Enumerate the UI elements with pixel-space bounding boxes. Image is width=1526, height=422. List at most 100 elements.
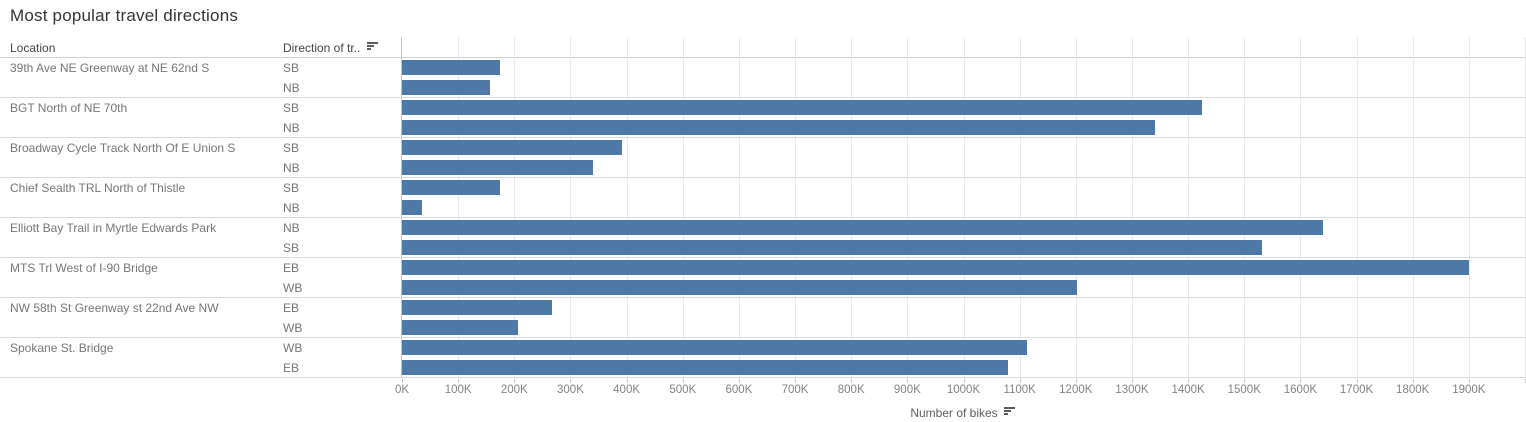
location-label[interactable]: Elliott Bay Trail in Myrtle Edwards Park	[10, 221, 217, 235]
location-group: MTS Trl West of I-90 Bridge EB WB	[0, 258, 401, 298]
bar-nb[interactable]	[402, 160, 594, 175]
column-header-direction-label: Direction of tr..	[283, 41, 361, 55]
bar-nb[interactable]	[402, 200, 422, 215]
x-axis-tick	[1188, 379, 1190, 383]
bar-eb[interactable]	[402, 300, 553, 315]
x-axis-tick-label: 700K	[781, 384, 809, 396]
direction-label[interactable]: SB	[283, 141, 300, 155]
header-divider	[0, 57, 1526, 58]
bar-eb[interactable]	[402, 360, 1008, 375]
location-label[interactable]: Spokane St. Bridge	[10, 341, 114, 355]
location-label[interactable]: Broadway Cycle Track North Of E Union S	[10, 141, 236, 155]
sort-descending-icon[interactable]	[1003, 407, 1017, 418]
direction-label[interactable]: WB	[283, 281, 303, 295]
location-group: Chief Sealth TRL North of Thistle SB NB	[0, 178, 401, 218]
direction-label[interactable]: NB	[283, 201, 300, 215]
gridline	[1412, 37, 1414, 378]
x-axis-tick-label: 1600K	[1283, 384, 1318, 396]
row-separator	[0, 137, 1526, 138]
row-separator	[0, 377, 1526, 378]
location-label[interactable]: Chief Sealth TRL North of Thistle	[10, 181, 186, 195]
direction-label[interactable]: EB	[283, 261, 300, 275]
x-axis-tick	[907, 379, 909, 383]
row-separator	[0, 337, 1526, 338]
direction-label[interactable]: NB	[283, 221, 300, 235]
gridline	[738, 37, 740, 378]
gridline	[1300, 37, 1302, 378]
direction-label[interactable]: SB	[283, 241, 300, 255]
direction-label[interactable]: NB	[283, 81, 300, 95]
row-header-table: 39th Ave NE Greenway at NE 62nd S SB NB BGT…	[0, 58, 401, 378]
location-label[interactable]: NW 58th St Greenway st 22nd Ave NW	[10, 301, 219, 315]
bar-wb[interactable]	[402, 340, 1027, 355]
gridline	[570, 37, 572, 378]
direction-label[interactable]: NB	[283, 121, 300, 135]
gridline	[1468, 37, 1470, 378]
gridline	[1131, 37, 1133, 378]
x-axis-tick	[1019, 379, 1021, 383]
x-axis-title[interactable]: Number of bikes	[402, 406, 1525, 420]
x-axis-tick	[1356, 379, 1358, 383]
location-group: BGT North of NE 70th SB NB	[0, 98, 401, 138]
bar-sb[interactable]	[402, 180, 501, 195]
x-axis-tick-label: 900K	[893, 384, 921, 396]
x-axis-tick-label: 0K	[394, 384, 410, 396]
location-label[interactable]: 39th Ave NE Greenway at NE 62nd S	[10, 61, 210, 75]
location-group: 39th Ave NE Greenway at NE 62nd S SB NB	[0, 58, 401, 98]
location-label[interactable]: MTS Trl West of I-90 Bridge	[10, 261, 158, 275]
bar-nb[interactable]	[402, 220, 1323, 235]
gridline	[682, 37, 684, 378]
gridline	[514, 37, 516, 378]
gridline	[907, 37, 909, 378]
gridline	[1244, 37, 1246, 378]
bar-wb[interactable]	[402, 280, 1077, 295]
bar-nb[interactable]	[402, 120, 1155, 135]
x-axis-tick	[1412, 379, 1414, 383]
column-header-location[interactable]: Location	[10, 41, 56, 55]
x-axis-tick	[738, 379, 740, 383]
row-separator	[0, 97, 1526, 98]
gridline	[851, 37, 853, 378]
x-axis-tick-label: 1700K	[1339, 384, 1374, 396]
direction-label[interactable]: EB	[283, 301, 300, 315]
direction-label[interactable]: WB	[283, 341, 303, 355]
sort-descending-icon[interactable]	[367, 42, 380, 53]
bar-sb[interactable]	[402, 240, 1262, 255]
x-axis-tick	[1468, 379, 1470, 383]
x-axis-tick	[1244, 379, 1246, 383]
direction-label[interactable]: SB	[283, 101, 300, 115]
gridline	[626, 37, 628, 378]
location-label[interactable]: BGT North of NE 70th	[10, 101, 128, 115]
bar-nb[interactable]	[402, 80, 490, 95]
x-axis-tick-label: 1500K	[1227, 384, 1261, 396]
direction-label[interactable]: EB	[283, 361, 300, 375]
y-axis-line	[401, 37, 402, 378]
bar-eb[interactable]	[402, 260, 1469, 275]
gridline	[1188, 37, 1190, 378]
x-axis-tick-label: 1200K	[1059, 384, 1093, 396]
bar-sb[interactable]	[402, 100, 1202, 115]
x-axis-tick-label: 1400K	[1171, 384, 1205, 396]
x-axis-tick	[1131, 379, 1133, 383]
bar-wb[interactable]	[402, 320, 518, 335]
x-axis-title-label: Number of bikes	[910, 406, 998, 420]
bar-sb[interactable]	[402, 60, 500, 75]
location-group: Elliott Bay Trail in Myrtle Edwards Park…	[0, 218, 401, 258]
gridline	[1075, 37, 1077, 378]
bar-sb[interactable]	[402, 140, 622, 155]
direction-label[interactable]: SB	[283, 181, 300, 195]
x-axis-tick-label: 1000K	[946, 384, 981, 396]
x-axis-tick-label: 400K	[613, 384, 641, 396]
x-axis-tick-label: 1900K	[1452, 384, 1486, 396]
row-separator	[0, 297, 1526, 298]
location-group: Spokane St. Bridge WB EB	[0, 338, 401, 378]
direction-label[interactable]: SB	[283, 61, 300, 75]
x-axis-tick-label: 1800K	[1396, 384, 1430, 396]
x-axis-tick-label: 1100K	[1003, 384, 1036, 396]
gridline	[795, 37, 797, 378]
column-header-direction[interactable]: Direction of tr..	[283, 41, 380, 55]
direction-label[interactable]: NB	[283, 161, 300, 175]
x-axis-tick-label: 1300K	[1115, 384, 1149, 396]
location-group: Broadway Cycle Track North Of E Union S S…	[0, 138, 401, 178]
direction-label[interactable]: WB	[283, 321, 303, 335]
